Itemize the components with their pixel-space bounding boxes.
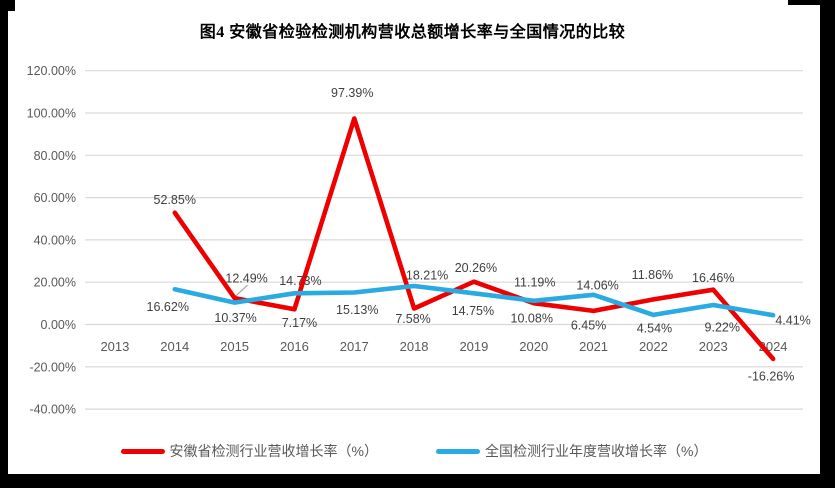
series-line-anhui xyxy=(172,116,776,362)
data-label-anhui-2023: 16.46% xyxy=(692,271,734,285)
x-axis-tick-label: 2019 xyxy=(459,339,488,354)
data-label-national-2016: 14.73% xyxy=(279,274,321,288)
x-axis-tick-label: 2023 xyxy=(699,339,728,354)
y-axis-tick-label: 120.00% xyxy=(27,64,76,78)
data-label-anhui-2017: 97.39% xyxy=(331,86,373,100)
data-label-national-2014: 16.62% xyxy=(147,300,189,314)
data-label-anhui-2022: 11.86% xyxy=(632,268,673,282)
y-axis-tick-label: 20.00% xyxy=(34,276,76,290)
series-line-national xyxy=(172,283,776,318)
data-label-national-2022: 4.54% xyxy=(637,321,672,335)
scan-border-right xyxy=(820,0,835,488)
legend-line-swatch-red xyxy=(120,448,165,454)
x-axis-tick-label: 2015 xyxy=(220,339,249,354)
y-axis-tick-label: -40.00% xyxy=(29,403,76,417)
data-label-anhui-2024: -16.26% xyxy=(748,369,795,383)
data-label-anhui-2016: 7.17% xyxy=(282,316,317,330)
chart-legend: 安徽省检测行业营收增长率（%） 全国检测行业年度营收增长率（%） xyxy=(8,438,820,464)
x-axis-tick-label: 2018 xyxy=(400,339,429,354)
data-label-anhui-2018: 7.58% xyxy=(395,312,430,326)
y-axis-tick-label: 40.00% xyxy=(34,233,76,247)
legend-label-national: 全国检测行业年度营收增长率（%） xyxy=(485,443,708,459)
data-label-anhui-2014: 52.85% xyxy=(154,193,196,207)
legend-label-anhui: 安徽省检测行业营收增长率（%） xyxy=(169,443,378,459)
data-label-leader-line xyxy=(235,284,248,297)
data-label-national-2018: 18.21% xyxy=(406,268,448,282)
y-axis-tick-label: 60.00% xyxy=(34,191,76,205)
data-label-national-2020: 11.19% xyxy=(514,275,555,289)
legend-item-anhui: 安徽省检测行业营收增长率（%） xyxy=(120,441,378,461)
x-axis-tick-label: 2013 xyxy=(100,339,129,354)
x-axis-tick-label: 2016 xyxy=(280,339,309,354)
data-label-national-2021: 14.06% xyxy=(576,278,618,292)
x-axis-tick-label: 2014 xyxy=(160,339,189,354)
x-axis-tick-label: 2021 xyxy=(579,339,608,354)
legend-line-swatch-blue xyxy=(436,448,480,454)
data-label-anhui-2021: 6.45% xyxy=(571,318,606,332)
x-axis-tick-label: 2017 xyxy=(340,339,369,354)
y-axis-tick-label: -20.00% xyxy=(29,360,76,374)
scan-border-left xyxy=(0,0,8,488)
chart-title: 图4 安徽省检验检测机构营收总额增长率与全国情况的比较 xyxy=(199,24,626,41)
data-label-national-2015: 10.37% xyxy=(214,311,256,325)
data-label-national-2019: 14.75% xyxy=(452,304,494,318)
data-label-anhui-2015: 12.49% xyxy=(225,272,267,286)
data-label-national-2023: 9.22% xyxy=(705,320,740,334)
scan-border-bottom xyxy=(0,474,835,488)
scan-border-top-left xyxy=(0,0,15,11)
x-axis-tick-label: 2022 xyxy=(639,339,668,354)
y-axis-tick-label: 0.00% xyxy=(41,318,76,332)
data-label-anhui-2019: 20.26% xyxy=(455,261,497,275)
data-label-national-2017: 15.13% xyxy=(336,303,378,317)
data-label-national-2024: 4.41% xyxy=(775,314,810,328)
data-label-anhui-2020: 10.08% xyxy=(511,312,553,326)
y-axis-tick-label: 100.00% xyxy=(27,107,76,121)
scan-border-top-right xyxy=(788,0,835,5)
y-axis-tick-label: 80.00% xyxy=(34,149,76,163)
x-axis-tick-label: 2020 xyxy=(519,339,548,354)
legend-item-national: 全国检测行业年度营收增长率（%） xyxy=(436,441,707,461)
